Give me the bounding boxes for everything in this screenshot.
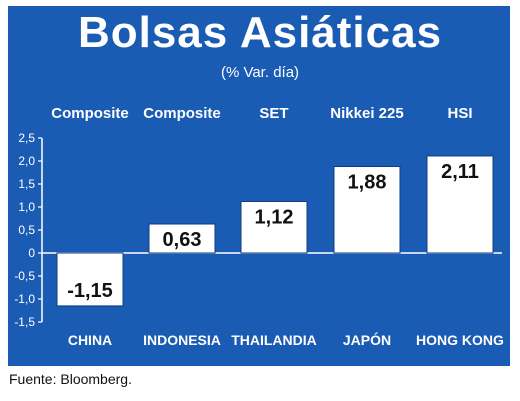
y-tick-label: 2,5	[18, 131, 35, 145]
chart-subtitle: (% Var. día)	[220, 64, 300, 81]
y-tick-label: -1,5	[14, 315, 35, 329]
x-category-label: INDONESIA	[143, 332, 221, 348]
y-tick-label: 2,0	[18, 154, 35, 168]
x-category-label: CHINA	[68, 332, 112, 348]
bar	[333, 166, 401, 254]
x-category-label: THAILANDIA	[231, 332, 317, 348]
bar-value-label: 2,11	[441, 161, 479, 183]
y-tick-label: 0,5	[18, 223, 35, 237]
x-category-label: HONG KONG	[416, 332, 504, 348]
index-name-label: Composite	[143, 105, 221, 122]
bar-value-label: -1,15	[67, 280, 113, 302]
bar-value-label: 0,63	[163, 229, 202, 251]
bar	[148, 223, 216, 254]
y-tick-label: 1,5	[18, 177, 35, 191]
source-note: Fuente: Bloomberg.	[9, 371, 132, 387]
chart-title: Bolsas Asiáticas	[77, 8, 443, 57]
bar-value-label: 1,88	[348, 172, 387, 194]
y-tick-label: 0	[28, 246, 35, 260]
x-category-label: JAPÓN	[343, 331, 391, 348]
y-tick-label: -1,0	[14, 292, 35, 306]
index-name-label: Composite	[51, 105, 129, 122]
bar	[56, 252, 124, 307]
y-tick-label: 1,0	[18, 200, 35, 214]
bar-chart: 2,5 2,0 1,5 1,0 0,5 0 -0,5 -1,0 -1,5 -1,15 Composi…	[14, 105, 504, 348]
bar	[426, 155, 494, 254]
bar-value-label: 1,12	[255, 206, 294, 228]
index-name-label: SET	[259, 105, 288, 122]
bar	[240, 200, 308, 254]
index-name-label: HSI	[447, 105, 472, 122]
index-name-label: Nikkei 225	[330, 105, 403, 122]
y-tick-label: -0,5	[14, 269, 35, 283]
